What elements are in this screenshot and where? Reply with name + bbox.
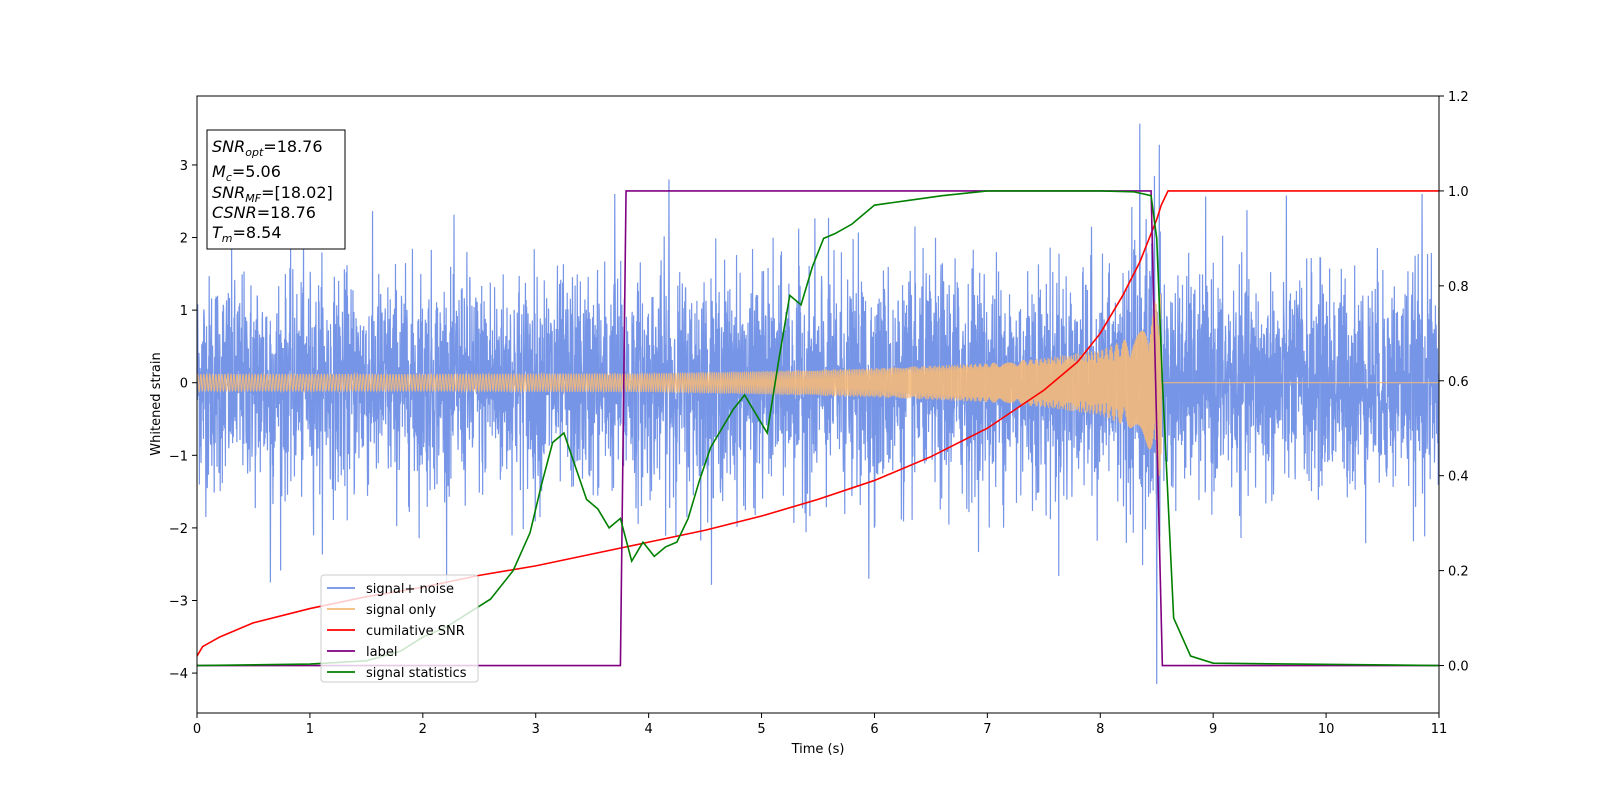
y-tick-label-right: 0.0 <box>1448 660 1469 675</box>
annotation-line: SNRopt=18.76 <box>212 137 323 159</box>
x-tick-label: 1 <box>306 722 314 737</box>
x-axis-label: Time (s) <box>791 742 845 757</box>
plot-frame <box>196 95 1440 714</box>
series-signal-statistics <box>197 190 1439 667</box>
legend-label: signal statistics <box>366 666 467 681</box>
series-signal-only <box>197 294 1439 477</box>
annotation-line: Mc=5.06 <box>212 162 281 184</box>
x-tick-label: 9 <box>1209 722 1217 737</box>
annotation-box: SNRopt=18.76 Mc=5.06SNRMF=[18.02]CSNR=18.… <box>206 129 346 250</box>
series-label <box>197 190 1439 667</box>
x-tick-label: 6 <box>870 722 878 737</box>
y-tick-label-left: −1 <box>169 449 188 464</box>
plot-area <box>197 123 1439 684</box>
y-tick-label-right: 1.0 <box>1448 185 1469 200</box>
annotation-line: SNRMF=[18.02] <box>212 183 333 205</box>
x-tick-label: 10 <box>1318 722 1335 737</box>
legend-label: cumilative SNR <box>366 624 465 639</box>
x-tick-label: 5 <box>757 722 765 737</box>
annotation-line: Tm=8.54 <box>212 223 282 245</box>
y-tick-label-right: 0.2 <box>1448 565 1469 580</box>
x-tick-label: 8 <box>1096 722 1104 737</box>
legend-frame <box>320 574 479 683</box>
y-tick-label-right: 0.6 <box>1448 375 1469 390</box>
legend: signal+ noise signal only cumilative SNR la… <box>320 574 479 683</box>
legend-label: signal+ noise <box>366 582 454 597</box>
annotation-line: CSNR=18.76 <box>212 203 316 222</box>
y-tick-label-right: 0.4 <box>1448 470 1469 485</box>
y-tick-label-left: 0 <box>180 377 188 392</box>
x-tick-label: 2 <box>419 722 427 737</box>
y-tick-label-right: 0.8 <box>1448 280 1469 295</box>
x-tick-label: 7 <box>983 722 991 737</box>
y-tick-label-left: −2 <box>169 522 188 537</box>
annotation-frame <box>206 129 346 250</box>
y-tick-label-left: 2 <box>180 232 188 247</box>
x-tick-label: 11 <box>1431 722 1448 737</box>
series-signal-noise <box>197 123 1439 684</box>
y-tick-label-left: 3 <box>180 159 188 174</box>
legend-label: signal only <box>366 603 436 618</box>
y-tick-label-left: 1 <box>180 304 188 319</box>
x-tick-label: 4 <box>644 722 652 737</box>
x-tick-label: 0 <box>193 722 201 737</box>
y-tick-label-right: 1.2 <box>1448 90 1469 105</box>
y-axis-label: Whitened strain <box>149 352 164 455</box>
axes: 0 1 2 3 4 5 6 7 8 9 10 113210−1−2−3−41.21.00.80.60.… <box>169 90 1469 737</box>
y-tick-label-left: −3 <box>169 594 188 609</box>
x-tick-label: 3 <box>532 722 540 737</box>
legend-label: label <box>366 645 397 660</box>
y-tick-label-left: −4 <box>169 667 188 682</box>
